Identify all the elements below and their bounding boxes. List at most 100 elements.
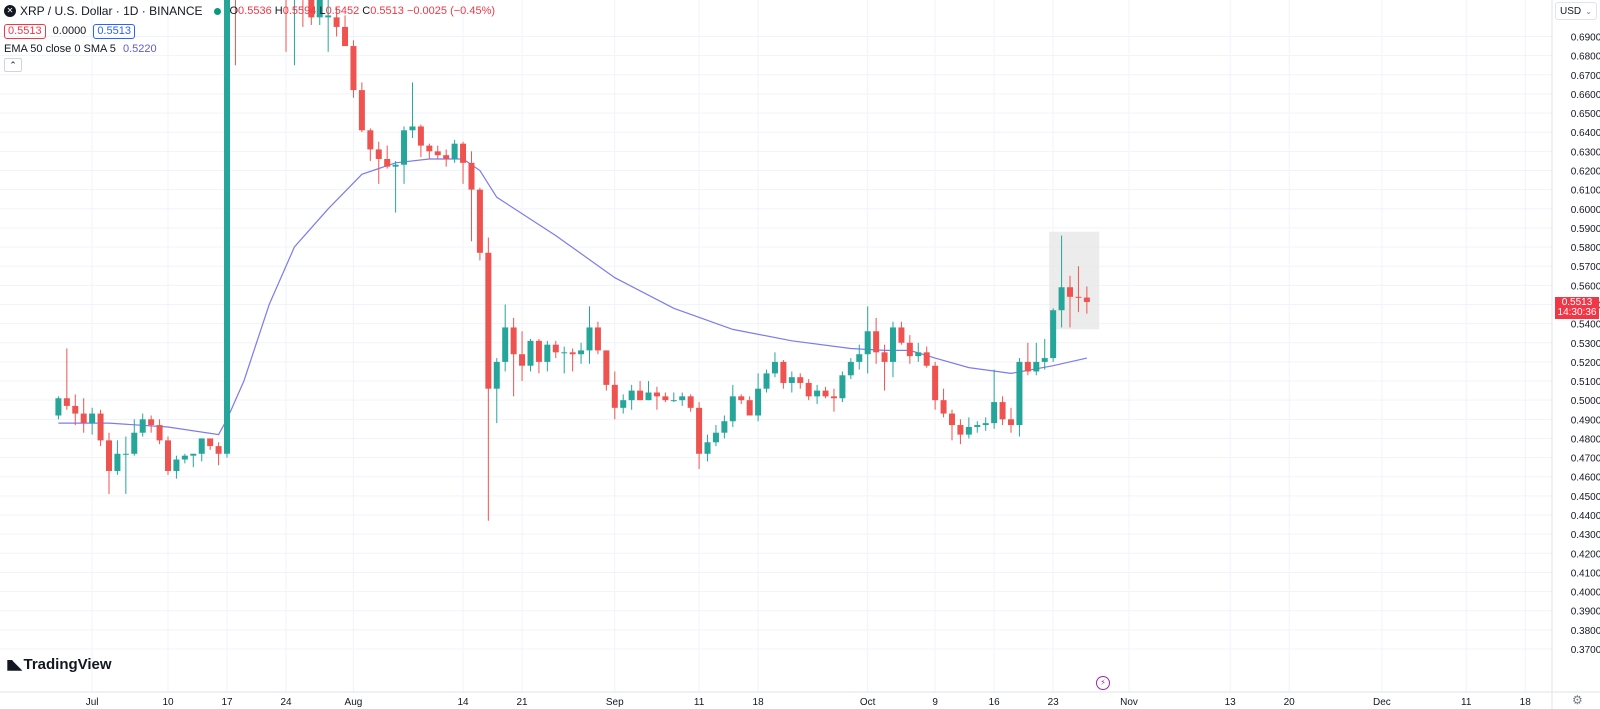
candle-down <box>519 331 526 382</box>
candle-body <box>367 130 374 150</box>
x-tick-label: 20 <box>1284 697 1296 708</box>
candle-down <box>367 128 374 161</box>
y-tick-label: 0.6800 <box>1571 52 1600 63</box>
candle-down <box>552 340 559 359</box>
y-tick-label: 0.6900 <box>1571 33 1600 44</box>
candle-up <box>788 371 795 393</box>
sell-price-button[interactable]: 0.5513 <box>4 23 46 39</box>
candle-down <box>443 149 450 167</box>
candle-down <box>148 415 155 433</box>
candle-body <box>662 396 669 401</box>
candle-down <box>653 386 660 410</box>
candle-up <box>131 419 138 456</box>
candle-body <box>1083 297 1090 302</box>
chart-legend: ✕ XRP / U.S. Dollar · 1D · BINANCE O0.55… <box>4 2 495 72</box>
candle-up <box>847 358 854 380</box>
ema-polyline <box>58 158 1088 436</box>
y-tick-label: 0.5800 <box>1571 243 1600 254</box>
candle-down <box>662 392 669 403</box>
candle-up <box>645 381 652 401</box>
candle-body <box>814 390 821 397</box>
candle-body <box>342 26 349 47</box>
candle-down <box>1067 275 1074 328</box>
y-tick-label: 0.5200 <box>1571 358 1600 369</box>
candle-body <box>451 143 458 159</box>
candle-body <box>594 327 601 351</box>
indicator-name: EMA 50 close 0 SMA 5 <box>4 43 116 55</box>
currency-selector[interactable]: USD ⌄ <box>1555 2 1597 20</box>
candle-body <box>122 453 129 455</box>
y-tick-label: 0.6200 <box>1571 166 1600 177</box>
candle-up <box>181 453 188 464</box>
candle-body <box>729 396 736 422</box>
candle-body <box>527 340 534 366</box>
candle-down <box>830 388 837 412</box>
candle-body <box>830 396 837 399</box>
symbol-title[interactable]: XRP / U.S. Dollar · 1D · BINANCE <box>20 4 203 18</box>
collapse-legend-button[interactable]: ⌃ <box>4 58 22 72</box>
market-status-icon[interactable] <box>214 7 222 15</box>
y-tick-label: 0.4300 <box>1571 530 1600 541</box>
candle-body <box>889 327 896 362</box>
candle-up <box>224 0 231 458</box>
candle-body <box>409 126 416 131</box>
x-tick-label: Nov <box>1120 697 1138 708</box>
price-axis[interactable]: 0.3700 0.3800 0.3900 0.4000 0.4100 0.4200 0.43… <box>1571 33 1600 657</box>
candle-down <box>822 386 829 399</box>
candle-down <box>603 350 610 391</box>
candle-body <box>957 425 964 435</box>
candle-body <box>704 442 711 454</box>
candle-body <box>696 407 703 454</box>
y-tick-label: 0.4100 <box>1571 568 1600 579</box>
candle-up <box>401 126 408 184</box>
time-axis[interactable]: Jul 10 17 24 Aug 14 21 Sep 11 18 Oct 9 16 23 Nov 13 20 De… <box>86 697 1531 708</box>
candle-body <box>333 17 340 27</box>
candle-down <box>72 394 79 426</box>
candle-body <box>645 392 652 401</box>
candle-body <box>847 361 854 376</box>
candle-down <box>426 143 433 159</box>
candle-up <box>974 421 981 433</box>
candle-body <box>940 400 947 414</box>
gear-icon[interactable]: ⚙ <box>1572 693 1583 707</box>
candle-body <box>721 421 728 433</box>
candle-body <box>89 413 96 424</box>
candle-down <box>460 141 467 184</box>
candle-body <box>974 425 981 427</box>
candle-down <box>780 359 787 389</box>
candle-body <box>712 432 719 443</box>
candle-body <box>991 402 998 424</box>
y-tick-label: 0.5300 <box>1571 339 1600 350</box>
candle-body <box>392 164 399 167</box>
candle-down <box>476 187 483 261</box>
candle-up <box>679 392 686 406</box>
indicator-legend[interactable]: EMA 50 close 0 SMA 5 0.5220 <box>4 43 495 55</box>
candle-body <box>797 377 804 383</box>
lightning-icon[interactable]: ⚡ <box>1096 676 1110 690</box>
candle-body <box>1050 310 1057 359</box>
tradingview-logo[interactable]: ▮◣ TradingView <box>6 656 112 673</box>
candle-up <box>293 0 295 66</box>
candle-body <box>55 398 62 416</box>
x-tick-label: Aug <box>345 697 363 708</box>
candle-up <box>814 384 821 404</box>
candle-down <box>308 0 315 26</box>
candle-down <box>302 0 304 27</box>
candle-body <box>190 453 197 456</box>
candle-up <box>493 358 500 424</box>
candle-up <box>316 0 323 26</box>
candle-up <box>502 304 509 372</box>
candle-body <box>948 413 955 426</box>
x-tick-label: 11 <box>1461 697 1472 708</box>
x-tick-label: 10 <box>162 697 174 708</box>
candle-down <box>1083 286 1090 314</box>
buy-price-button[interactable]: 0.5513 <box>93 23 135 39</box>
tradingview-logo-text: TradingView <box>23 656 112 673</box>
y-tick-label: 0.5900 <box>1571 224 1600 235</box>
candle-up <box>670 392 677 403</box>
candle-body <box>822 390 829 397</box>
spread-value: 0.0000 <box>52 25 87 37</box>
candle-up <box>965 417 972 439</box>
candle-body <box>864 331 871 355</box>
